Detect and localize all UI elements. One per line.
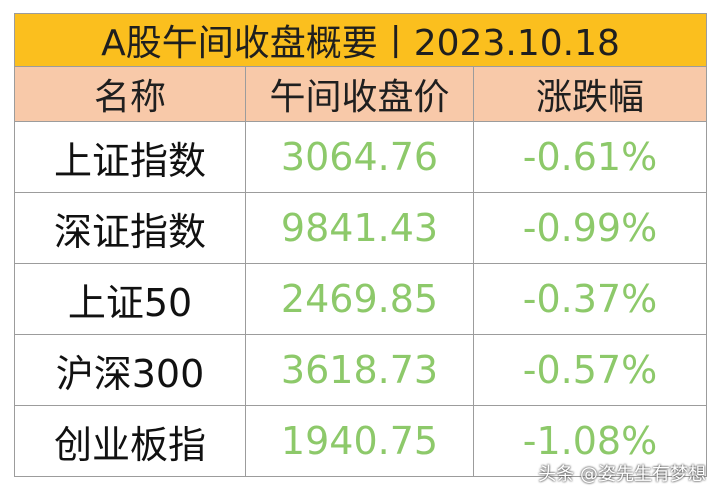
index-change: -0.57% [473, 334, 707, 406]
title-row: A股午间收盘概要丨2023.10.18 [14, 13, 707, 67]
index-name: 沪深300 [14, 334, 246, 406]
index-price: 1940.75 [245, 405, 474, 477]
index-price: 3064.76 [245, 121, 474, 193]
index-change: -0.61% [473, 121, 707, 193]
index-change: -1.08% [473, 405, 707, 477]
market-summary-table: A股午间收盘概要丨2023.10.18 名称 午间收盘价 涨跌幅 上证指数 30… [14, 13, 707, 477]
table-title: A股午间收盘概要丨2023.10.18 [14, 13, 707, 67]
index-change: -0.37% [473, 263, 707, 335]
index-name: 上证指数 [14, 121, 246, 193]
index-price: 9841.43 [245, 192, 474, 264]
index-change: -0.99% [473, 192, 707, 264]
index-price: 3618.73 [245, 334, 474, 406]
header-price: 午间收盘价 [245, 66, 474, 122]
table-row: 创业板指 1940.75 -1.08% [14, 405, 707, 477]
table-row: 上证50 2469.85 -0.37% [14, 263, 707, 335]
index-name: 创业板指 [14, 405, 246, 477]
table-row: 深证指数 9841.43 -0.99% [14, 192, 707, 264]
table-row: 沪深300 3618.73 -0.57% [14, 334, 707, 406]
watermark: 头条 @姿先生有梦想 [538, 464, 706, 485]
index-name: 深证指数 [14, 192, 246, 264]
header-row: 名称 午间收盘价 涨跌幅 [14, 66, 707, 122]
index-name: 上证50 [14, 263, 246, 335]
table-row: 上证指数 3064.76 -0.61% [14, 121, 707, 193]
header-change: 涨跌幅 [473, 66, 707, 122]
header-name: 名称 [14, 66, 246, 122]
index-price: 2469.85 [245, 263, 474, 335]
